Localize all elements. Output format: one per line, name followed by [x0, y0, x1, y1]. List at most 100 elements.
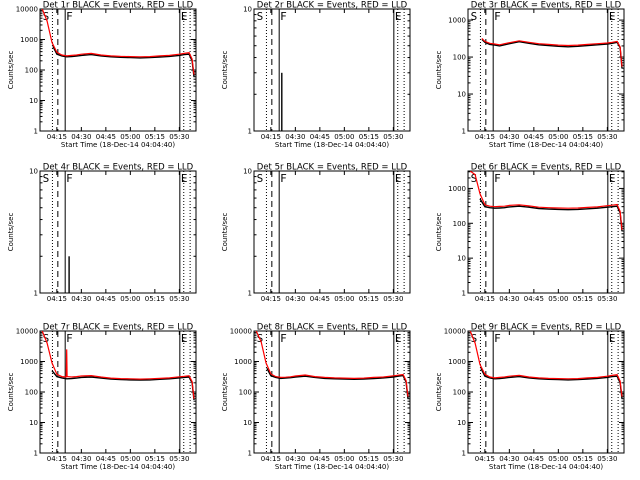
x-tick-label: 05:30: [383, 295, 403, 303]
chart-panel-6: Det 6r BLACK = Events, RED = LLD 1 10 100 10…: [435, 163, 625, 303]
phase-marker-S: S: [471, 332, 478, 345]
x-tick-label: 04:30: [499, 133, 519, 141]
y-tick-label: 1000: [448, 17, 466, 25]
x-axis-label: Start Time (18-Dec-14 04:04:40): [489, 463, 603, 471]
x-tick-label: 05:30: [383, 133, 403, 141]
phase-marker-E: E: [395, 10, 402, 23]
y-tick-label: 10000: [16, 6, 38, 14]
chart-panel-8: Det 8r BLACK = Events, RED = LLD 1 10 100 10…: [221, 323, 411, 471]
x-tick-label: 04:15: [47, 455, 67, 463]
y-tick-label: 1: [248, 290, 252, 298]
chart-panel-5: Det 5r BLACK = Events, RED = LLD 1 10 04:15…: [221, 163, 411, 303]
x-tick-label: 05:30: [597, 295, 617, 303]
x-tick-label: 05:30: [597, 133, 617, 141]
x-tick-label: 05:15: [359, 133, 379, 141]
x-tick-label: 05:00: [548, 295, 568, 303]
y-tick-label: 10: [29, 419, 38, 427]
y-tick-label: 10000: [444, 328, 466, 336]
x-tick-label: 05:00: [120, 133, 140, 141]
x-axis-label: Start Time (18-Dec-14 04:04:40): [275, 141, 389, 149]
y-axis-label: Counts/sec: [221, 51, 229, 90]
plot-frame: [253, 8, 411, 132]
chart-title: Det 1r BLACK = Events, RED = LLD: [43, 1, 194, 11]
x-tick-label: 04:45: [96, 133, 116, 141]
x-tick-label: 04:45: [96, 455, 116, 463]
phase-marker-F: F: [66, 332, 73, 345]
phase-marker-S: S: [43, 332, 50, 345]
y-tick-label: 10: [457, 419, 466, 427]
x-tick-label: 05:15: [145, 295, 165, 303]
plot-frame: [39, 330, 197, 454]
x-tick-label: 04:30: [285, 295, 305, 303]
phase-marker-F: F: [494, 10, 501, 23]
events-series-line: [51, 370, 195, 400]
x-tick-label: 05:15: [573, 295, 593, 303]
x-tick-label: 04:45: [310, 455, 330, 463]
x-tick-label: 05:00: [334, 455, 354, 463]
x-tick-label: 04:15: [475, 295, 495, 303]
chart-panel-2: Det 2r BLACK = Events, RED = LLD 1 10 04:15…: [221, 1, 411, 149]
x-tick-label: 04:30: [71, 295, 91, 303]
phase-marker-S: S: [471, 10, 478, 23]
x-tick-label: 04:15: [47, 295, 67, 303]
x-tick-label: 04:45: [524, 295, 544, 303]
events-series-line: [481, 38, 623, 69]
chart-panel-3: Det 3r BLACK = Events, RED = LLD 1 10 100 10…: [435, 1, 625, 149]
chart-title: Det 5r BLACK = Events, RED = LLD: [257, 163, 408, 173]
plot-frame: [253, 330, 411, 454]
y-tick-label: 10000: [16, 328, 38, 336]
y-tick-label: 1000: [448, 185, 466, 193]
y-axis-label: Counts/sec: [7, 373, 15, 412]
y-tick-label: 1: [248, 128, 252, 136]
y-axis-label: Counts/sec: [221, 213, 229, 252]
chart-title: Det 7r BLACK = Events, RED = LLD: [43, 323, 194, 333]
y-axis-label: Counts/sec: [435, 51, 443, 90]
phase-marker-F: F: [66, 172, 73, 185]
y-tick-label: 1: [34, 450, 38, 458]
plot-frame: [253, 170, 411, 294]
x-tick-label: 05:30: [169, 133, 189, 141]
lld-series-line: [469, 171, 623, 230]
x-tick-label: 04:30: [499, 455, 519, 463]
y-tick-label: 10000: [230, 328, 252, 336]
x-axis-label: Start Time (18-Dec-14 04:04:40): [61, 141, 175, 149]
x-tick-label: 05:00: [548, 133, 568, 141]
y-tick-label: 1: [34, 128, 38, 136]
y-tick-label: 1: [462, 450, 466, 458]
chart-title: Det 9r BLACK = Events, RED = LLD: [471, 323, 622, 333]
x-axis-label: Start Time (18-Dec-14 04:04:40): [61, 463, 175, 471]
y-tick-label: 10: [29, 97, 38, 105]
phase-marker-S: S: [43, 172, 50, 185]
y-tick-label: 10: [457, 255, 466, 263]
phase-marker-S: S: [257, 10, 264, 23]
y-tick-label: 1: [462, 128, 466, 136]
lld-series-line: [41, 9, 195, 75]
chart-panel-1: Det 1r BLACK = Events, RED = LLD 1 10 100 10…: [7, 1, 197, 149]
x-tick-label: 04:15: [47, 133, 67, 141]
chart-panel-7: Det 7r BLACK = Events, RED = LLD 1 10 100 10…: [7, 323, 197, 471]
y-axis-label: Counts/sec: [435, 213, 443, 252]
x-tick-label: 04:15: [261, 295, 281, 303]
phase-marker-F: F: [494, 172, 501, 185]
y-tick-label: 1000: [234, 358, 252, 366]
y-tick-label: 100: [453, 220, 466, 228]
y-tick-label: 10: [243, 419, 252, 427]
y-axis-label: Counts/sec: [7, 213, 15, 252]
chart-title: Det 6r BLACK = Events, RED = LLD: [471, 163, 622, 173]
phase-marker-E: E: [181, 332, 188, 345]
phase-marker-E: E: [609, 172, 616, 185]
x-tick-label: 04:30: [285, 133, 305, 141]
events-series-line: [480, 367, 623, 399]
y-tick-label: 1000: [20, 358, 38, 366]
y-tick-label: 100: [25, 389, 38, 397]
phase-marker-E: E: [609, 332, 616, 345]
plot-frame: [39, 170, 197, 294]
x-tick-label: 04:45: [310, 133, 330, 141]
phase-marker-S: S: [471, 172, 478, 185]
x-tick-label: 05:00: [548, 455, 568, 463]
y-tick-label: 100: [239, 389, 252, 397]
x-tick-label: 04:30: [285, 455, 305, 463]
phase-marker-F: F: [280, 172, 287, 185]
y-tick-label: 100: [453, 389, 466, 397]
